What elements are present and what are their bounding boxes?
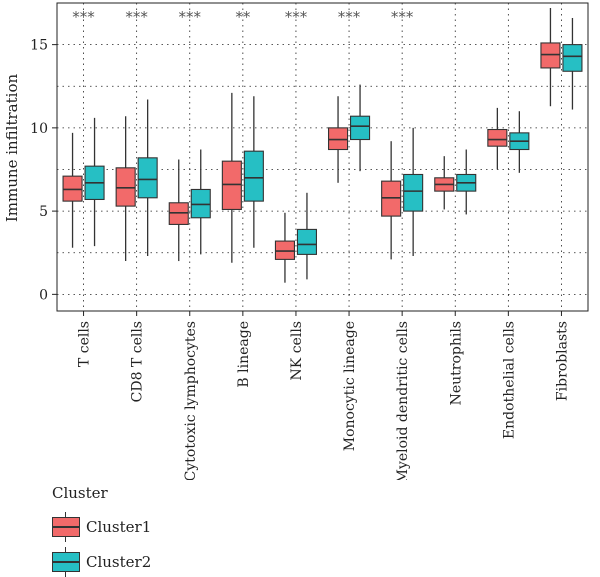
y-tick-label: 5 xyxy=(39,204,48,220)
box xyxy=(221,160,242,210)
box xyxy=(540,42,561,69)
box xyxy=(487,128,508,147)
x-tick-label: T cells xyxy=(77,321,93,367)
box xyxy=(243,150,264,202)
box xyxy=(274,240,296,260)
plot-border xyxy=(56,2,589,312)
legend-title: Cluster xyxy=(52,484,108,502)
significance-label: ** xyxy=(235,8,251,26)
x-tick-label: Neutrophils xyxy=(448,321,464,405)
box xyxy=(115,167,136,207)
x-tick-label: Endothelial cells xyxy=(501,321,517,439)
box xyxy=(168,202,189,225)
y-tick-label: 15 xyxy=(30,38,48,54)
x-tick-label: Cytotoxic lymphocytes xyxy=(183,321,199,480)
significance-marks: *** *** *** ** *** *** *** xyxy=(72,8,414,26)
significance-label: *** xyxy=(338,8,361,26)
box xyxy=(296,228,318,255)
x-tick-label: Monocytic lineage xyxy=(342,321,358,451)
y-tick-label: 0 xyxy=(39,287,48,303)
y-axis-title: Immune infiltration xyxy=(3,74,21,223)
significance-label: *** xyxy=(125,8,148,26)
x-tick-label: Fibroblasts xyxy=(554,321,570,401)
box xyxy=(190,188,211,219)
significance-label: *** xyxy=(285,8,308,26)
legend-label-cluster1: Cluster1 xyxy=(86,518,152,536)
legend-key-cluster2 xyxy=(52,547,80,577)
x-tick-label: Myeloid dendritic cells xyxy=(395,321,411,480)
x-tick-label: CD8 T cells xyxy=(130,321,146,402)
grid-lines xyxy=(57,2,588,311)
box-plot-series xyxy=(62,7,583,283)
box xyxy=(62,175,83,202)
significance-label: *** xyxy=(391,8,414,26)
legend-item-cluster2: Cluster2 xyxy=(52,547,152,577)
legend-item-cluster1: Cluster1 xyxy=(52,512,152,542)
x-tick-label: NK cells xyxy=(289,321,305,380)
box xyxy=(562,44,583,72)
significance-label: *** xyxy=(72,8,95,26)
box xyxy=(381,180,402,217)
x-tick-label: B lineage xyxy=(236,321,252,388)
legend-label-cluster2: Cluster2 xyxy=(86,553,152,571)
axes: 0 5 10 15 T cells CD8 T cells Cytotoxic lympho… xyxy=(30,2,589,480)
significance-label: *** xyxy=(179,8,202,26)
box xyxy=(137,157,158,199)
box xyxy=(327,127,349,151)
box xyxy=(349,115,371,141)
y-tick-label: 10 xyxy=(30,121,48,137)
legend-key-cluster1 xyxy=(52,512,80,542)
box xyxy=(403,173,424,212)
